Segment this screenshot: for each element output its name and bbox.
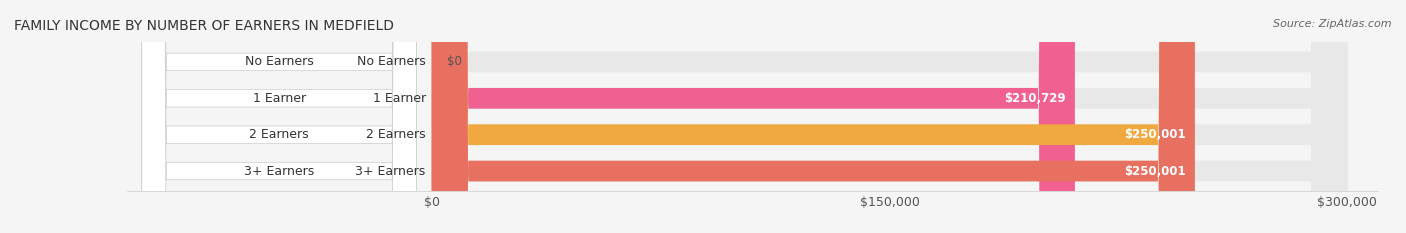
- Text: 1 Earner: 1 Earner: [373, 92, 426, 105]
- FancyBboxPatch shape: [432, 0, 1195, 233]
- Text: 1 Earner: 1 Earner: [253, 92, 305, 105]
- FancyBboxPatch shape: [142, 0, 416, 233]
- FancyBboxPatch shape: [432, 0, 1076, 233]
- Text: $210,729: $210,729: [1004, 92, 1066, 105]
- FancyBboxPatch shape: [432, 0, 1347, 233]
- Text: 2 Earners: 2 Earners: [366, 128, 426, 141]
- Text: 2 Earners: 2 Earners: [249, 128, 309, 141]
- Text: 3+ Earners: 3+ Earners: [245, 164, 315, 178]
- Text: 3+ Earners: 3+ Earners: [356, 164, 426, 178]
- Text: No Earners: No Earners: [357, 55, 426, 69]
- Text: $0: $0: [447, 55, 463, 69]
- Text: No Earners: No Earners: [245, 55, 314, 69]
- Text: Source: ZipAtlas.com: Source: ZipAtlas.com: [1274, 19, 1392, 29]
- Text: $250,001: $250,001: [1123, 128, 1185, 141]
- FancyBboxPatch shape: [432, 0, 1347, 233]
- FancyBboxPatch shape: [142, 0, 416, 233]
- Text: FAMILY INCOME BY NUMBER OF EARNERS IN MEDFIELD: FAMILY INCOME BY NUMBER OF EARNERS IN ME…: [14, 19, 394, 33]
- FancyBboxPatch shape: [142, 0, 416, 233]
- FancyBboxPatch shape: [142, 0, 416, 233]
- Text: $250,001: $250,001: [1123, 164, 1185, 178]
- FancyBboxPatch shape: [432, 0, 1347, 233]
- FancyBboxPatch shape: [432, 0, 1347, 233]
- FancyBboxPatch shape: [432, 0, 1195, 233]
